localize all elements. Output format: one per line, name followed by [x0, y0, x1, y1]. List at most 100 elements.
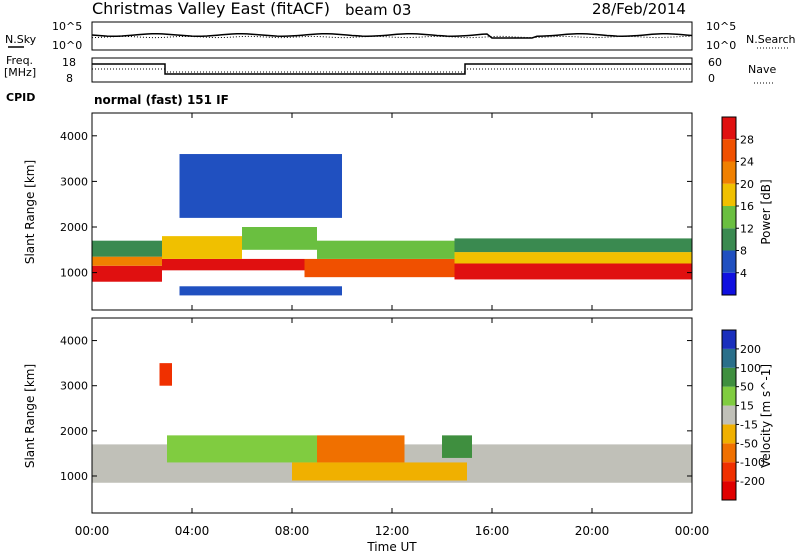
- xaxis-label: Time UT: [366, 540, 417, 554]
- velocity-colorbar-tick-label: -50: [740, 437, 758, 450]
- power-colorbar-cell: [722, 183, 736, 206]
- velocity-colorbar-label: Velocity [m s^-1]: [759, 364, 773, 468]
- ytick-label: 1000: [60, 470, 88, 483]
- nave-tick-top: 60: [708, 56, 722, 69]
- time-axis-ticks: 00:00 04:00 08:00 12:00 16:00 20:00 00:00: [75, 113, 710, 538]
- beam-label: beam 03: [345, 1, 411, 19]
- power-ylabel: Slant Range [km]: [23, 160, 37, 264]
- power-colorbar-tick-label: 28: [740, 133, 754, 146]
- xtick-label: 08:00: [275, 524, 310, 538]
- velocity-band: [442, 435, 472, 458]
- velocity-colorbar-cell: [722, 386, 736, 406]
- velocity-colorbar: 200 100 50 15 -15 -50 -100 -200: [721, 329, 765, 501]
- power-band: [92, 256, 162, 266]
- noise-sky-line: [91, 33, 693, 39]
- ytick-label: 4000: [60, 130, 88, 143]
- noise-left-tick-bottom: 10^0: [52, 39, 82, 52]
- velocity-colorbar-frame: [721, 329, 737, 501]
- freq-tick-bottom: 8: [66, 72, 73, 85]
- power-band: [317, 240, 455, 259]
- velocity-colorbar-cell: [722, 367, 736, 387]
- power-band: [92, 265, 162, 282]
- noise-search-label: N.Search: [746, 33, 796, 46]
- velocity-colorbar-cell: [722, 405, 736, 425]
- freq-line: [92, 63, 692, 75]
- date-label: 28/Feb/2014: [592, 0, 686, 18]
- power-colorbar-label: Power [dB]: [759, 179, 773, 244]
- ytick-label: 2000: [60, 221, 88, 234]
- xtick-label: 20:00: [575, 524, 610, 538]
- nave-line: [92, 68, 692, 73]
- power-band: [92, 240, 162, 257]
- noise-search-line: [91, 35, 692, 39]
- velocity-colorbar-cell: [722, 481, 736, 500]
- power-band: [454, 252, 692, 264]
- power-colorbar-tick-label: 20: [740, 178, 754, 191]
- power-colorbar-cell: [722, 139, 736, 162]
- velocity-band: [292, 462, 467, 481]
- velocity-colorbar-cell: [722, 330, 736, 349]
- velocity-heatmap: [92, 363, 692, 483]
- velocity-band: [167, 435, 317, 463]
- ytick-label: 4000: [60, 335, 88, 348]
- power-colorbar-cell: [722, 117, 736, 140]
- power-band: [179, 154, 342, 218]
- power-heatmap: [92, 154, 692, 296]
- velocity-colorbar-tick-label: 100: [740, 362, 761, 375]
- freq-panel-frame: [91, 57, 693, 83]
- power-band: [179, 286, 342, 296]
- power-colorbar: 28 24 20 16 12 8 4: [721, 116, 754, 296]
- power-colorbar-cell: [722, 228, 736, 251]
- ytick-label: 3000: [60, 380, 88, 393]
- ytick-label: 1000: [60, 267, 88, 280]
- velocity-ylabel: Slant Range [km]: [23, 364, 37, 468]
- freq-label-line2: [MHz]: [4, 66, 36, 79]
- velocity-colorbar-cell: [722, 462, 736, 482]
- velocity-colorbar-tick-label: 200: [740, 343, 761, 356]
- power-colorbar-cell: [722, 161, 736, 184]
- xtick-label: 04:00: [175, 524, 210, 538]
- power-colorbar-tick-label: 12: [740, 222, 754, 235]
- power-band: [304, 258, 455, 278]
- velocity-colorbar-cell: [722, 443, 736, 463]
- power-yaxis-ticks: 1000 2000 3000 4000: [60, 130, 692, 280]
- power-band: [162, 236, 242, 259]
- power-colorbar-tick-label: 8: [740, 245, 747, 258]
- velocity-colorbar-tick-label: 50: [740, 381, 754, 394]
- power-colorbar-cell: [722, 206, 736, 229]
- velocity-yaxis-ticks: 1000 2000 3000 4000: [60, 335, 692, 483]
- power-band: [454, 263, 692, 280]
- noise-sky-label: N.Sky: [5, 33, 37, 46]
- xtick-label: 00:00: [75, 524, 110, 538]
- power-colorbar-tick-label: 4: [740, 267, 747, 280]
- velocity-colorbar-tick-label: 15: [740, 400, 754, 413]
- figure-title: Christmas Valley East (fitACF): [92, 0, 330, 18]
- velocity-colorbar-tick-label: -100: [740, 456, 765, 469]
- velocity-band: [317, 435, 405, 463]
- velocity-colorbar-cell: [722, 348, 736, 368]
- power-colorbar-cell: [722, 250, 736, 273]
- nave-label: Nave: [748, 63, 776, 76]
- noise-left-tick-top: 10^5: [52, 20, 82, 33]
- power-band: [162, 258, 305, 271]
- freq-tick-top: 18: [62, 56, 76, 69]
- cpid-value: normal (fast) 151 IF: [94, 93, 229, 107]
- power-colorbar-tick-label: 24: [740, 156, 754, 169]
- ytick-label: 2000: [60, 425, 88, 438]
- power-colorbar-cell: [722, 272, 736, 295]
- velocity-colorbar-cell: [722, 424, 736, 444]
- ytick-label: 3000: [60, 175, 88, 188]
- xtick-label: 12:00: [375, 524, 410, 538]
- cpid-label: CPID: [6, 91, 35, 104]
- xtick-label: 16:00: [475, 524, 510, 538]
- power-colorbar-tick-label: 16: [740, 200, 754, 213]
- xtick-label: 00:00: [675, 524, 710, 538]
- velocity-band: [159, 363, 172, 386]
- noise-right-tick-bottom: 10^0: [706, 39, 736, 52]
- noise-right-tick-top: 10^5: [706, 20, 736, 33]
- freq-label-line1: Freq.: [6, 54, 33, 67]
- nave-tick-bottom: 0: [708, 72, 715, 85]
- velocity-colorbar-tick-label: -15: [740, 418, 758, 431]
- velocity-panel-frame: [91, 317, 693, 514]
